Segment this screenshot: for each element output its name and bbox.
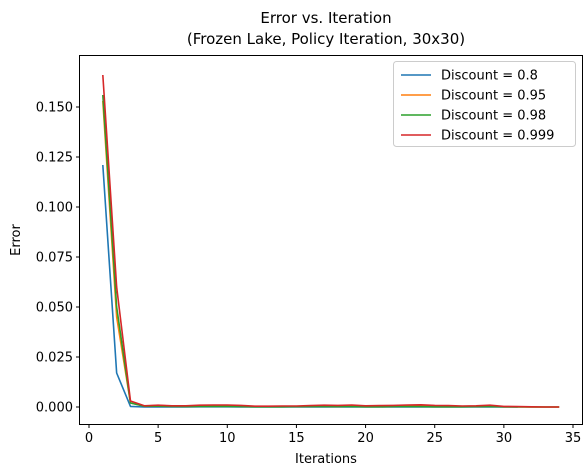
legend-label-1: Discount = 0.8 [441,69,538,84]
y-tick-label: 0.150 [36,101,73,116]
y-axis: 0.000 0.025 0.050 0.075 0.100 0.125 0.150 [36,101,80,416]
series-line-4 [102,74,560,408]
legend-label-2: Discount = 0.95 [441,89,546,104]
x-axis-label: Iterations [295,452,357,467]
series-lines [102,74,560,408]
legend: Discount = 0.8 Discount = 0.95 Discount = … [393,61,576,147]
x-tick-label: 5 [154,431,162,446]
x-axis: 0 5 10 15 20 25 30 35 [85,424,581,446]
x-tick-label: 15 [288,431,305,446]
plot-area [79,55,583,425]
y-axis-label: Error [9,224,24,256]
y-tick-label: 0.000 [36,401,73,416]
x-tick-label: 10 [219,431,236,446]
series-line-1 [102,164,518,408]
legend-box [393,61,576,147]
plot-frame [79,55,583,425]
y-tick-label: 0.125 [36,151,73,166]
chart-title: Error vs. Iteration [260,9,391,27]
y-tick-label: 0.100 [36,201,73,216]
y-tick-label: 0.075 [36,251,73,266]
x-tick-label: 35 [565,431,582,446]
x-tick-label: 25 [426,431,443,446]
legend-label-3: Discount = 0.98 [441,109,546,124]
y-tick-label: 0.025 [36,351,73,366]
legend-label-4: Discount = 0.999 [441,129,554,144]
y-tick-label: 0.050 [36,301,73,316]
x-tick-label: 20 [357,431,374,446]
x-tick-label: 30 [496,431,513,446]
chart-subtitle: (Frozen Lake, Policy Iteration, 30x30) [187,30,465,48]
x-tick-label: 0 [85,431,93,446]
